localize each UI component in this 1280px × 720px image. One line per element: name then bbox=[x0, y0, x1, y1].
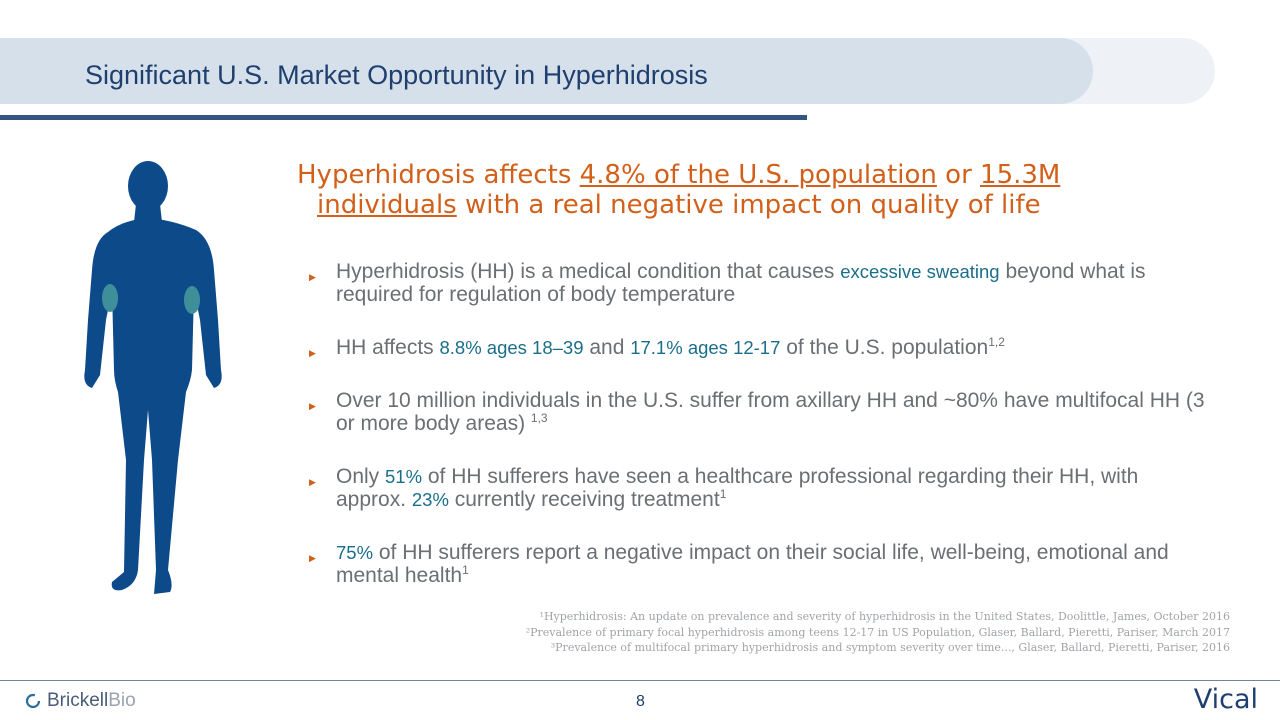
page-number: 8 bbox=[636, 693, 645, 710]
logo-brand-a: Brickell bbox=[47, 690, 109, 711]
bullet-highlight: 8.8% ages 18–39 bbox=[439, 337, 584, 358]
triangle-bullet-icon: ▶ bbox=[309, 553, 316, 563]
vical-logo: Vical bbox=[1193, 684, 1258, 715]
headline-line-2: individuals with a real negative impact … bbox=[297, 190, 1077, 220]
triangle-bullet-icon: ▶ bbox=[309, 348, 316, 358]
bullet-text: of HH sufferers have seen a healthcare p… bbox=[336, 465, 1139, 511]
bullet-item: ▶ Over 10 million individuals in the U.S… bbox=[309, 389, 1209, 435]
reference-line: ²Prevalence of primary focal hyperhidros… bbox=[525, 625, 1230, 639]
reference-line: ³Prevalence of multifocal primary hyperh… bbox=[550, 641, 1230, 654]
bullet-text: of the U.S. population bbox=[780, 336, 989, 359]
citation-superscript: 1,2 bbox=[988, 335, 1005, 349]
brickell-ring-icon bbox=[25, 693, 41, 709]
bullet-highlight: excessive sweating bbox=[840, 261, 1000, 282]
triangle-bullet-icon: ▶ bbox=[309, 401, 316, 411]
citation-superscript: 1,3 bbox=[530, 411, 548, 425]
headline-stat-population: 4.8% of the U.S. population bbox=[579, 160, 937, 190]
headline-individuals: individuals bbox=[317, 190, 457, 220]
footer-divider bbox=[0, 680, 1280, 681]
references: ¹Hyperhidrosis: An update on prevalence … bbox=[526, 609, 1230, 656]
bullet-highlight: 17.1% ages 12-17 bbox=[630, 337, 781, 358]
bullet-text: and bbox=[583, 336, 631, 359]
bullet-item: ▶ 75% of HH sufferers report a negative … bbox=[309, 541, 1209, 587]
reference-line: ¹Hyperhidrosis: An update on prevalence … bbox=[539, 610, 1230, 623]
bullet-highlight: 75% bbox=[336, 542, 374, 563]
brickellbio-logo: BrickellBio bbox=[25, 690, 136, 712]
bullet-text: beyond what is required for regulation o… bbox=[336, 260, 1146, 306]
headline-stat-count: 15.3M bbox=[980, 160, 1061, 190]
bullet-text: Hyperhidrosis (HH) is a medical conditio… bbox=[336, 260, 841, 283]
headline-text-2: or bbox=[936, 160, 981, 190]
triangle-bullet-icon: ▶ bbox=[309, 477, 316, 487]
bullet-text: HH affects bbox=[336, 336, 440, 359]
headline: Hyperhidrosis affects 4.8% of the U.S. p… bbox=[297, 160, 1077, 220]
banner-mid-band bbox=[0, 38, 1093, 104]
headline-text-3: with a real negative impact on quality o… bbox=[456, 190, 1041, 220]
bullet-text: Only bbox=[336, 465, 386, 488]
headline-text-1: Hyperhidrosis affects bbox=[297, 160, 580, 190]
triangle-bullet-icon: ▶ bbox=[309, 272, 316, 282]
citation-superscript: 1 bbox=[462, 563, 469, 577]
logo-brand-b: Bio bbox=[108, 690, 136, 711]
title-banner bbox=[0, 38, 1215, 104]
person-silhouette-icon bbox=[84, 161, 222, 594]
title-underline bbox=[0, 115, 807, 120]
bullet-text: currently receiving treatment bbox=[448, 488, 720, 511]
slide-title: Significant U.S. Market Opportunity in H… bbox=[85, 60, 708, 90]
bullet-list: ▶ Hyperhidrosis (HH) is a medical condit… bbox=[309, 260, 1209, 617]
bullet-item: ▶ Only 51% of HH sufferers have seen a h… bbox=[309, 465, 1209, 511]
bullet-text: of HH sufferers report a negative impact… bbox=[336, 541, 1169, 587]
bullet-highlight: 23% bbox=[411, 489, 449, 510]
bullet-highlight: 51% bbox=[385, 466, 423, 487]
bullet-item: ▶ HH affects 8.8% ages 18–39 and 17.1% a… bbox=[309, 336, 1209, 359]
citation-superscript: 1 bbox=[719, 487, 727, 501]
bullet-item: ▶ Hyperhidrosis (HH) is a medical condit… bbox=[309, 260, 1209, 306]
bullet-text: Over 10 million individuals in the U.S. … bbox=[336, 389, 1205, 435]
